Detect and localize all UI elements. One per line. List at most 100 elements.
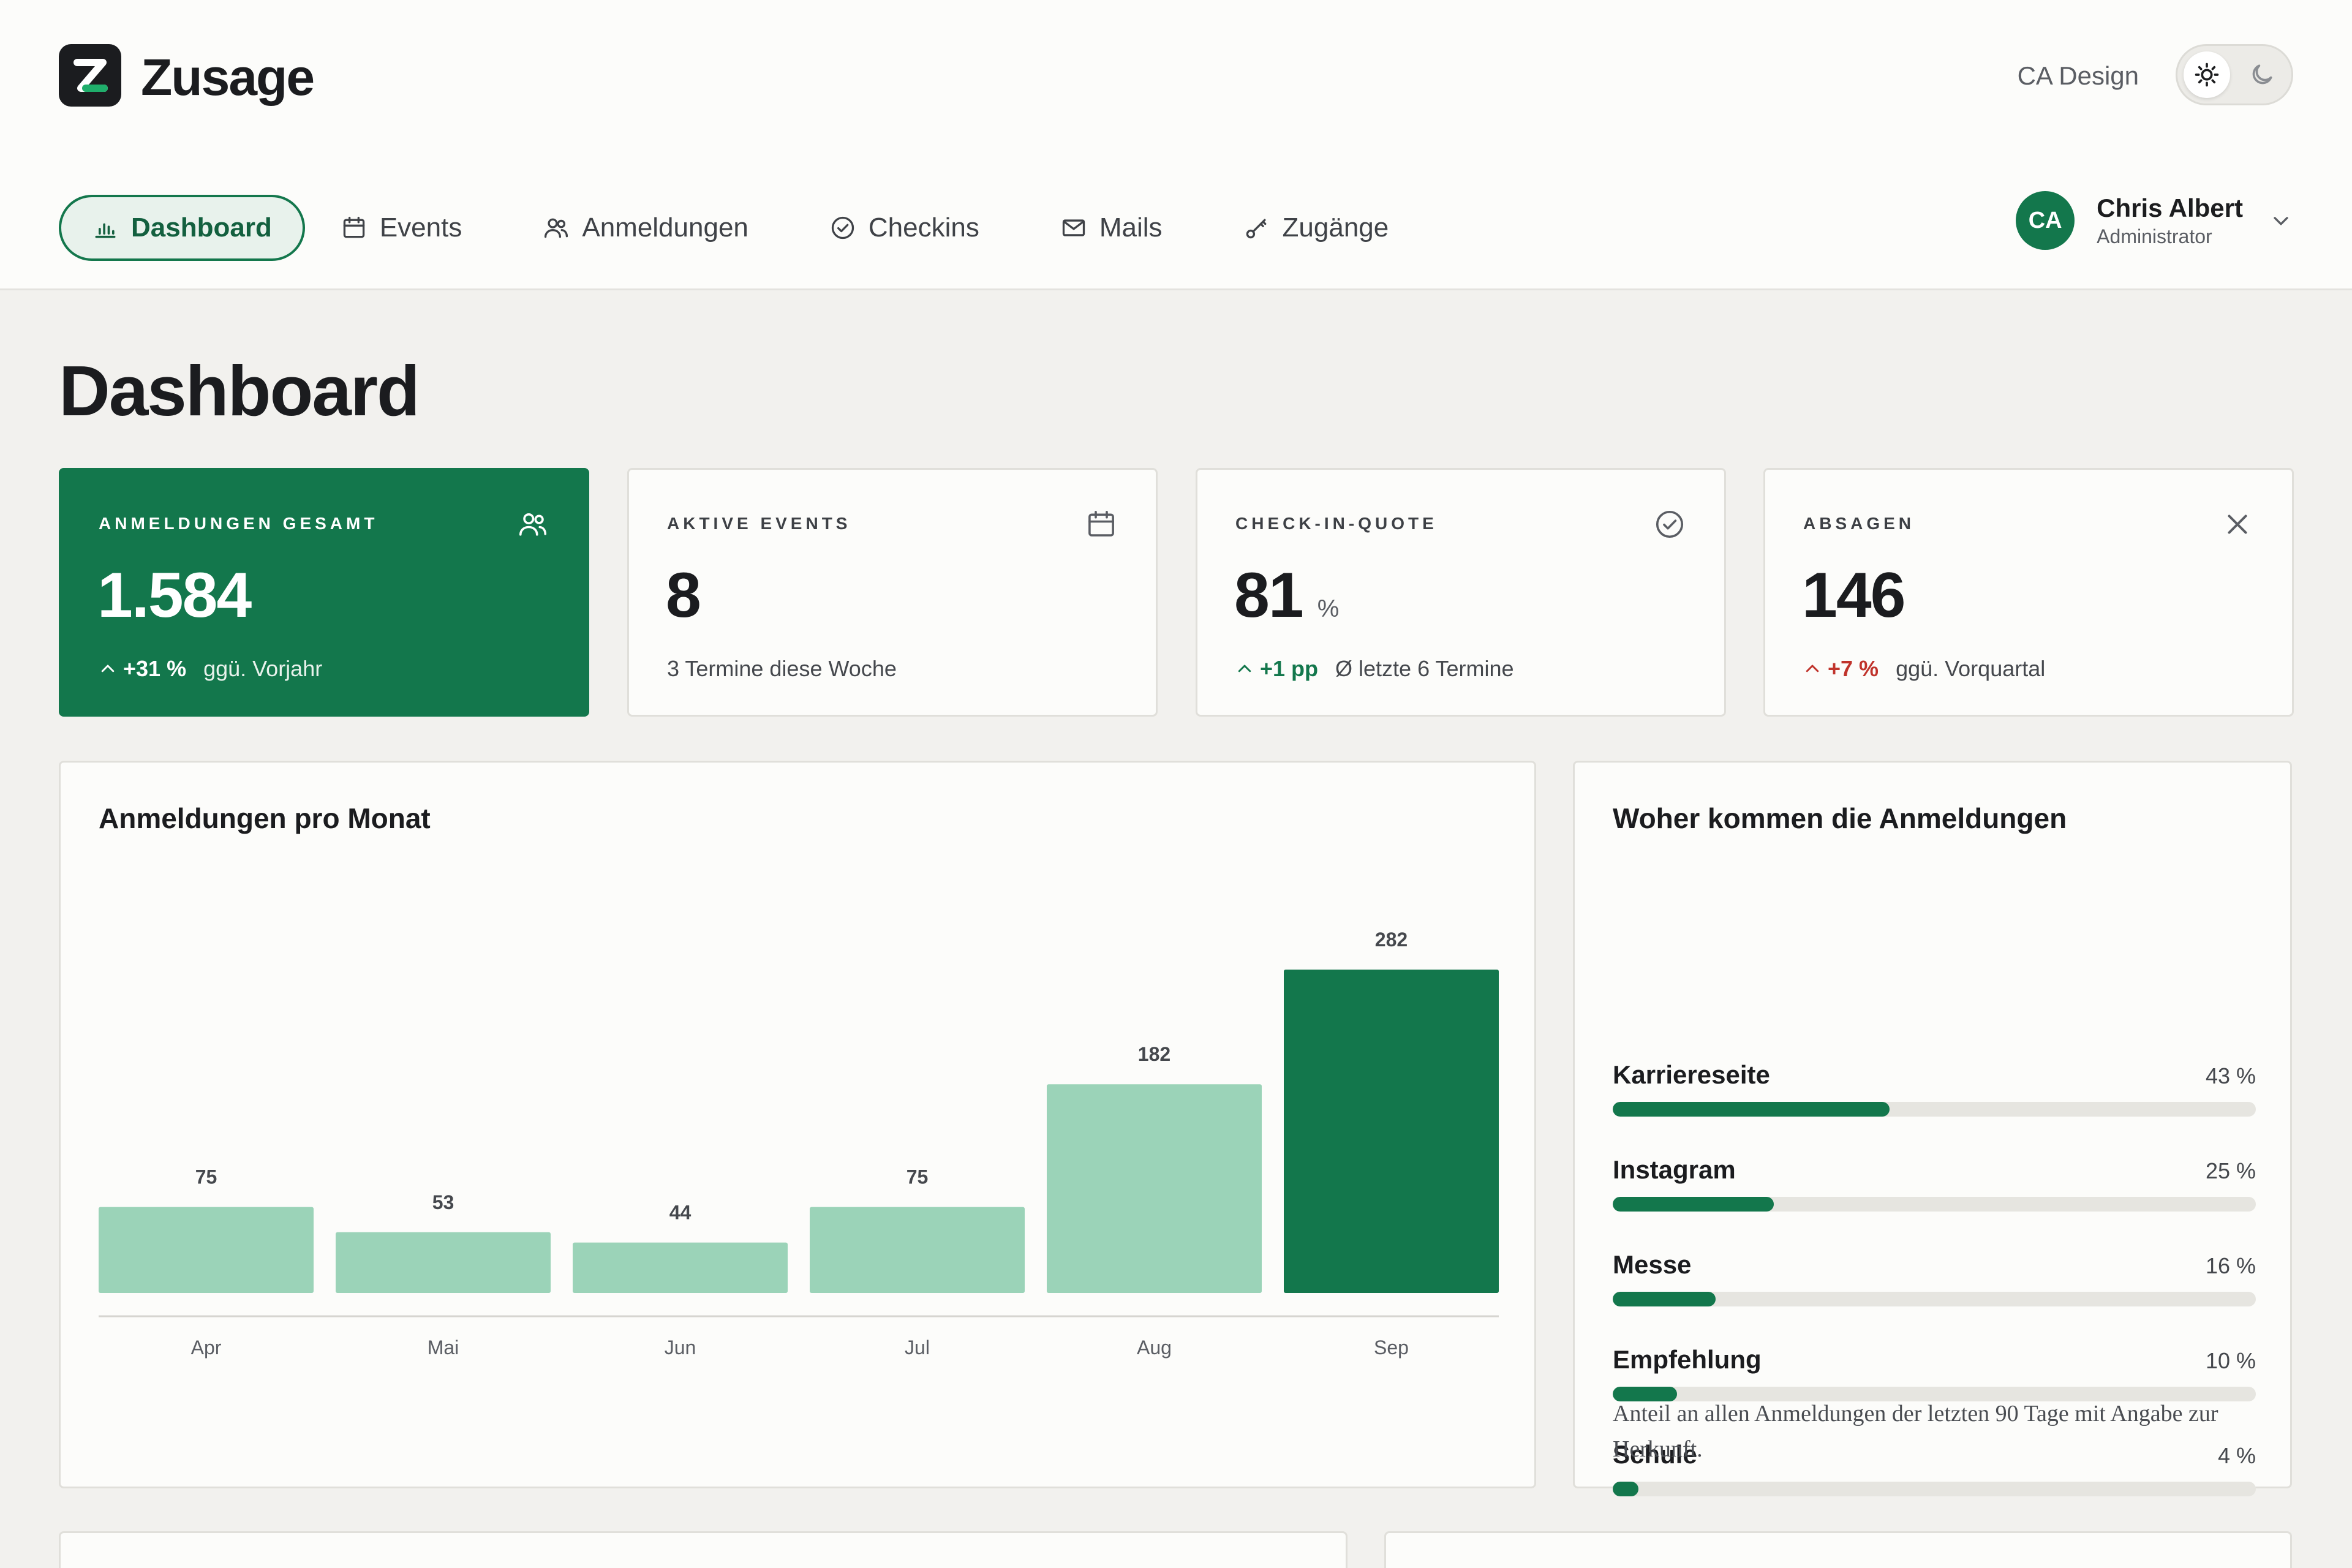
nav-label: Events bbox=[379, 213, 462, 243]
nav-events[interactable]: Events bbox=[320, 195, 483, 261]
kpi-delta: +31 % bbox=[99, 654, 186, 684]
kpi-subline: 3 Termine diese Woche bbox=[667, 654, 897, 684]
sun-icon[interactable] bbox=[2184, 51, 2230, 98]
nav-label: Mails bbox=[1099, 213, 1163, 243]
source-percent: 25 % bbox=[2205, 1158, 2256, 1183]
nav-checkins[interactable]: Checkins bbox=[809, 195, 1000, 261]
bar-jun[interactable] bbox=[573, 1242, 788, 1293]
source-label: Messe bbox=[1613, 1250, 1692, 1279]
kpi-card-anmeldungen[interactable]: ANMELDUNGEN GESAMT 1.584 +31 % ggü. Vorj… bbox=[59, 468, 589, 717]
moon-icon[interactable] bbox=[2239, 51, 2285, 98]
source-label: Schule bbox=[1613, 1440, 1697, 1469]
source-label: Empfehlung bbox=[1613, 1345, 1762, 1374]
x-tick-label: Mai bbox=[428, 1336, 459, 1359]
nav-label: Dashboard bbox=[131, 213, 272, 243]
kpi-card-absagen[interactable]: ABSAGEN 146 +7 % ggü. Vorquartal bbox=[1763, 468, 2294, 717]
source-percent: 4 % bbox=[2217, 1443, 2256, 1468]
source-percent: 16 % bbox=[2205, 1253, 2256, 1278]
lower-left-card bbox=[59, 1531, 1348, 1568]
bar-value-label: 53 bbox=[432, 1191, 454, 1213]
nav-label: Anmeldungen bbox=[582, 213, 748, 243]
kpi-subline: +7 % ggü. Vorquartal bbox=[1803, 654, 2045, 684]
nav-dashboard[interactable]: Dashboard bbox=[59, 195, 305, 261]
kpi-value: 8 bbox=[666, 560, 701, 631]
x-tick-label: Jun bbox=[665, 1336, 696, 1359]
source-percent: 10 % bbox=[2205, 1348, 2256, 1373]
bar-aug[interactable] bbox=[1047, 1084, 1262, 1293]
key-icon bbox=[1246, 219, 1266, 239]
source-progress-fill bbox=[1613, 1102, 1890, 1117]
arrow-up-icon bbox=[1238, 665, 1251, 673]
theme-toggle[interactable] bbox=[2176, 44, 2293, 105]
monthly-bar-chart: 75 Apr 53 Mai 44 Jun 75 Jul 182 Aug 282 Sep bbox=[99, 929, 1499, 1359]
source-progress-fill bbox=[1613, 1482, 1638, 1496]
source-label: Karriereseite bbox=[1613, 1060, 1770, 1089]
users-icon bbox=[519, 513, 547, 536]
x-tick-label: Apr bbox=[191, 1336, 222, 1359]
kpi-label: CHECK-IN-QUOTE bbox=[1235, 514, 1438, 533]
kpi-card-check-in-quote[interactable]: CHECK-IN-QUOTE 81% +1 pp Ø letzte 6 Term… bbox=[1196, 468, 1726, 717]
check-circle-icon bbox=[1656, 510, 1684, 538]
bar-apr[interactable] bbox=[99, 1207, 314, 1293]
bar-value-label: 182 bbox=[1138, 1043, 1170, 1065]
nav-anmeldungen[interactable]: Anmeldungen bbox=[522, 195, 769, 261]
source-progress-track bbox=[1613, 1292, 2256, 1306]
nav-mails[interactable]: Mails bbox=[1039, 195, 1183, 261]
kpi-value-wrap: 81% bbox=[1234, 556, 1339, 649]
kpi-delta: +1 pp bbox=[1235, 654, 1318, 684]
sources-note: Anteil an allen Anmeldungen der letzten … bbox=[1613, 1401, 2218, 1462]
avatar[interactable]: CA bbox=[2016, 191, 2075, 250]
kpi-card-aktive-events[interactable]: AKTIVE EVENTS 8 3 Termine diese Woche bbox=[627, 468, 1158, 717]
kpi-sub-text: 3 Termine diese Woche bbox=[667, 656, 897, 681]
chevron-down-icon[interactable] bbox=[2269, 208, 2293, 233]
nav-zugaenge[interactable]: Zugänge bbox=[1223, 195, 1410, 261]
source-percent: 43 % bbox=[2205, 1063, 2256, 1088]
kpi-delta: +7 % bbox=[1803, 654, 1879, 684]
bar-mai[interactable] bbox=[336, 1232, 551, 1293]
zusage-logo-icon[interactable] bbox=[59, 44, 121, 107]
nav-label: Zugänge bbox=[1282, 213, 1389, 243]
kpi-unit: % bbox=[1317, 595, 1340, 622]
kpi-value: 146 bbox=[1802, 560, 1906, 631]
calendar-icon bbox=[1088, 510, 1114, 537]
sources-card: Woher kommen die Anmeldungen Karrieresei… bbox=[1573, 761, 2292, 1496]
source-progress-fill bbox=[1613, 1387, 1677, 1401]
arrow-up-icon bbox=[101, 665, 115, 673]
card-title: Woher kommen die Anmeldungen bbox=[1613, 802, 2067, 834]
x-tick-label: Aug bbox=[1137, 1336, 1172, 1359]
bar-sep[interactable] bbox=[1284, 970, 1499, 1293]
x-tick-label: Sep bbox=[1374, 1336, 1409, 1359]
source-progress-track bbox=[1613, 1482, 2256, 1496]
user-menu[interactable]: CA Chris Albert Administrator bbox=[2016, 190, 2293, 251]
bar-value-label: 282 bbox=[1375, 929, 1408, 951]
page-title: Dashboard bbox=[59, 351, 420, 431]
kpi-value: 1.584 bbox=[97, 560, 252, 631]
kpi-subline: +1 pp Ø letzte 6 Termine bbox=[1235, 654, 1514, 684]
kpi-subline: +31 % ggü. Vorjahr bbox=[99, 654, 322, 684]
kpi-sub-text: Ø letzte 6 Termine bbox=[1335, 656, 1514, 681]
source-progress-fill bbox=[1613, 1197, 1774, 1212]
calendar-icon bbox=[343, 216, 365, 238]
kpi-sub-text: ggü. Vorquartal bbox=[1896, 656, 2046, 681]
kpi-delta-value: +31 % bbox=[123, 656, 187, 681]
kpi-delta-value: +1 pp bbox=[1260, 656, 1319, 681]
kpi-label: ANMELDUNGEN GESAMT bbox=[99, 514, 379, 533]
arrow-up-icon bbox=[1806, 665, 1819, 673]
user-info: Chris Albert Administrator bbox=[2097, 192, 2243, 249]
lower-right-card bbox=[1384, 1531, 2292, 1568]
kpi-label: ABSAGEN bbox=[1803, 514, 1915, 533]
nav-label: Checkins bbox=[868, 213, 979, 243]
app-name[interactable]: Zusage bbox=[141, 48, 315, 106]
source-progress-track bbox=[1613, 1387, 2256, 1401]
bar-value-label: 75 bbox=[195, 1166, 217, 1188]
bar-value-label: 44 bbox=[669, 1202, 692, 1224]
bar-value-label: 75 bbox=[907, 1166, 929, 1188]
kpi-label: AKTIVE EVENTS bbox=[667, 514, 851, 533]
source-progress-track bbox=[1613, 1102, 2256, 1117]
close-icon bbox=[2228, 514, 2247, 534]
source-progress-track bbox=[1613, 1197, 2256, 1212]
check-circle-icon bbox=[831, 216, 854, 239]
kpi-value: 81 bbox=[1234, 560, 1304, 631]
bar-jul[interactable] bbox=[810, 1207, 1025, 1293]
user-role: Administrator bbox=[2097, 225, 2212, 247]
